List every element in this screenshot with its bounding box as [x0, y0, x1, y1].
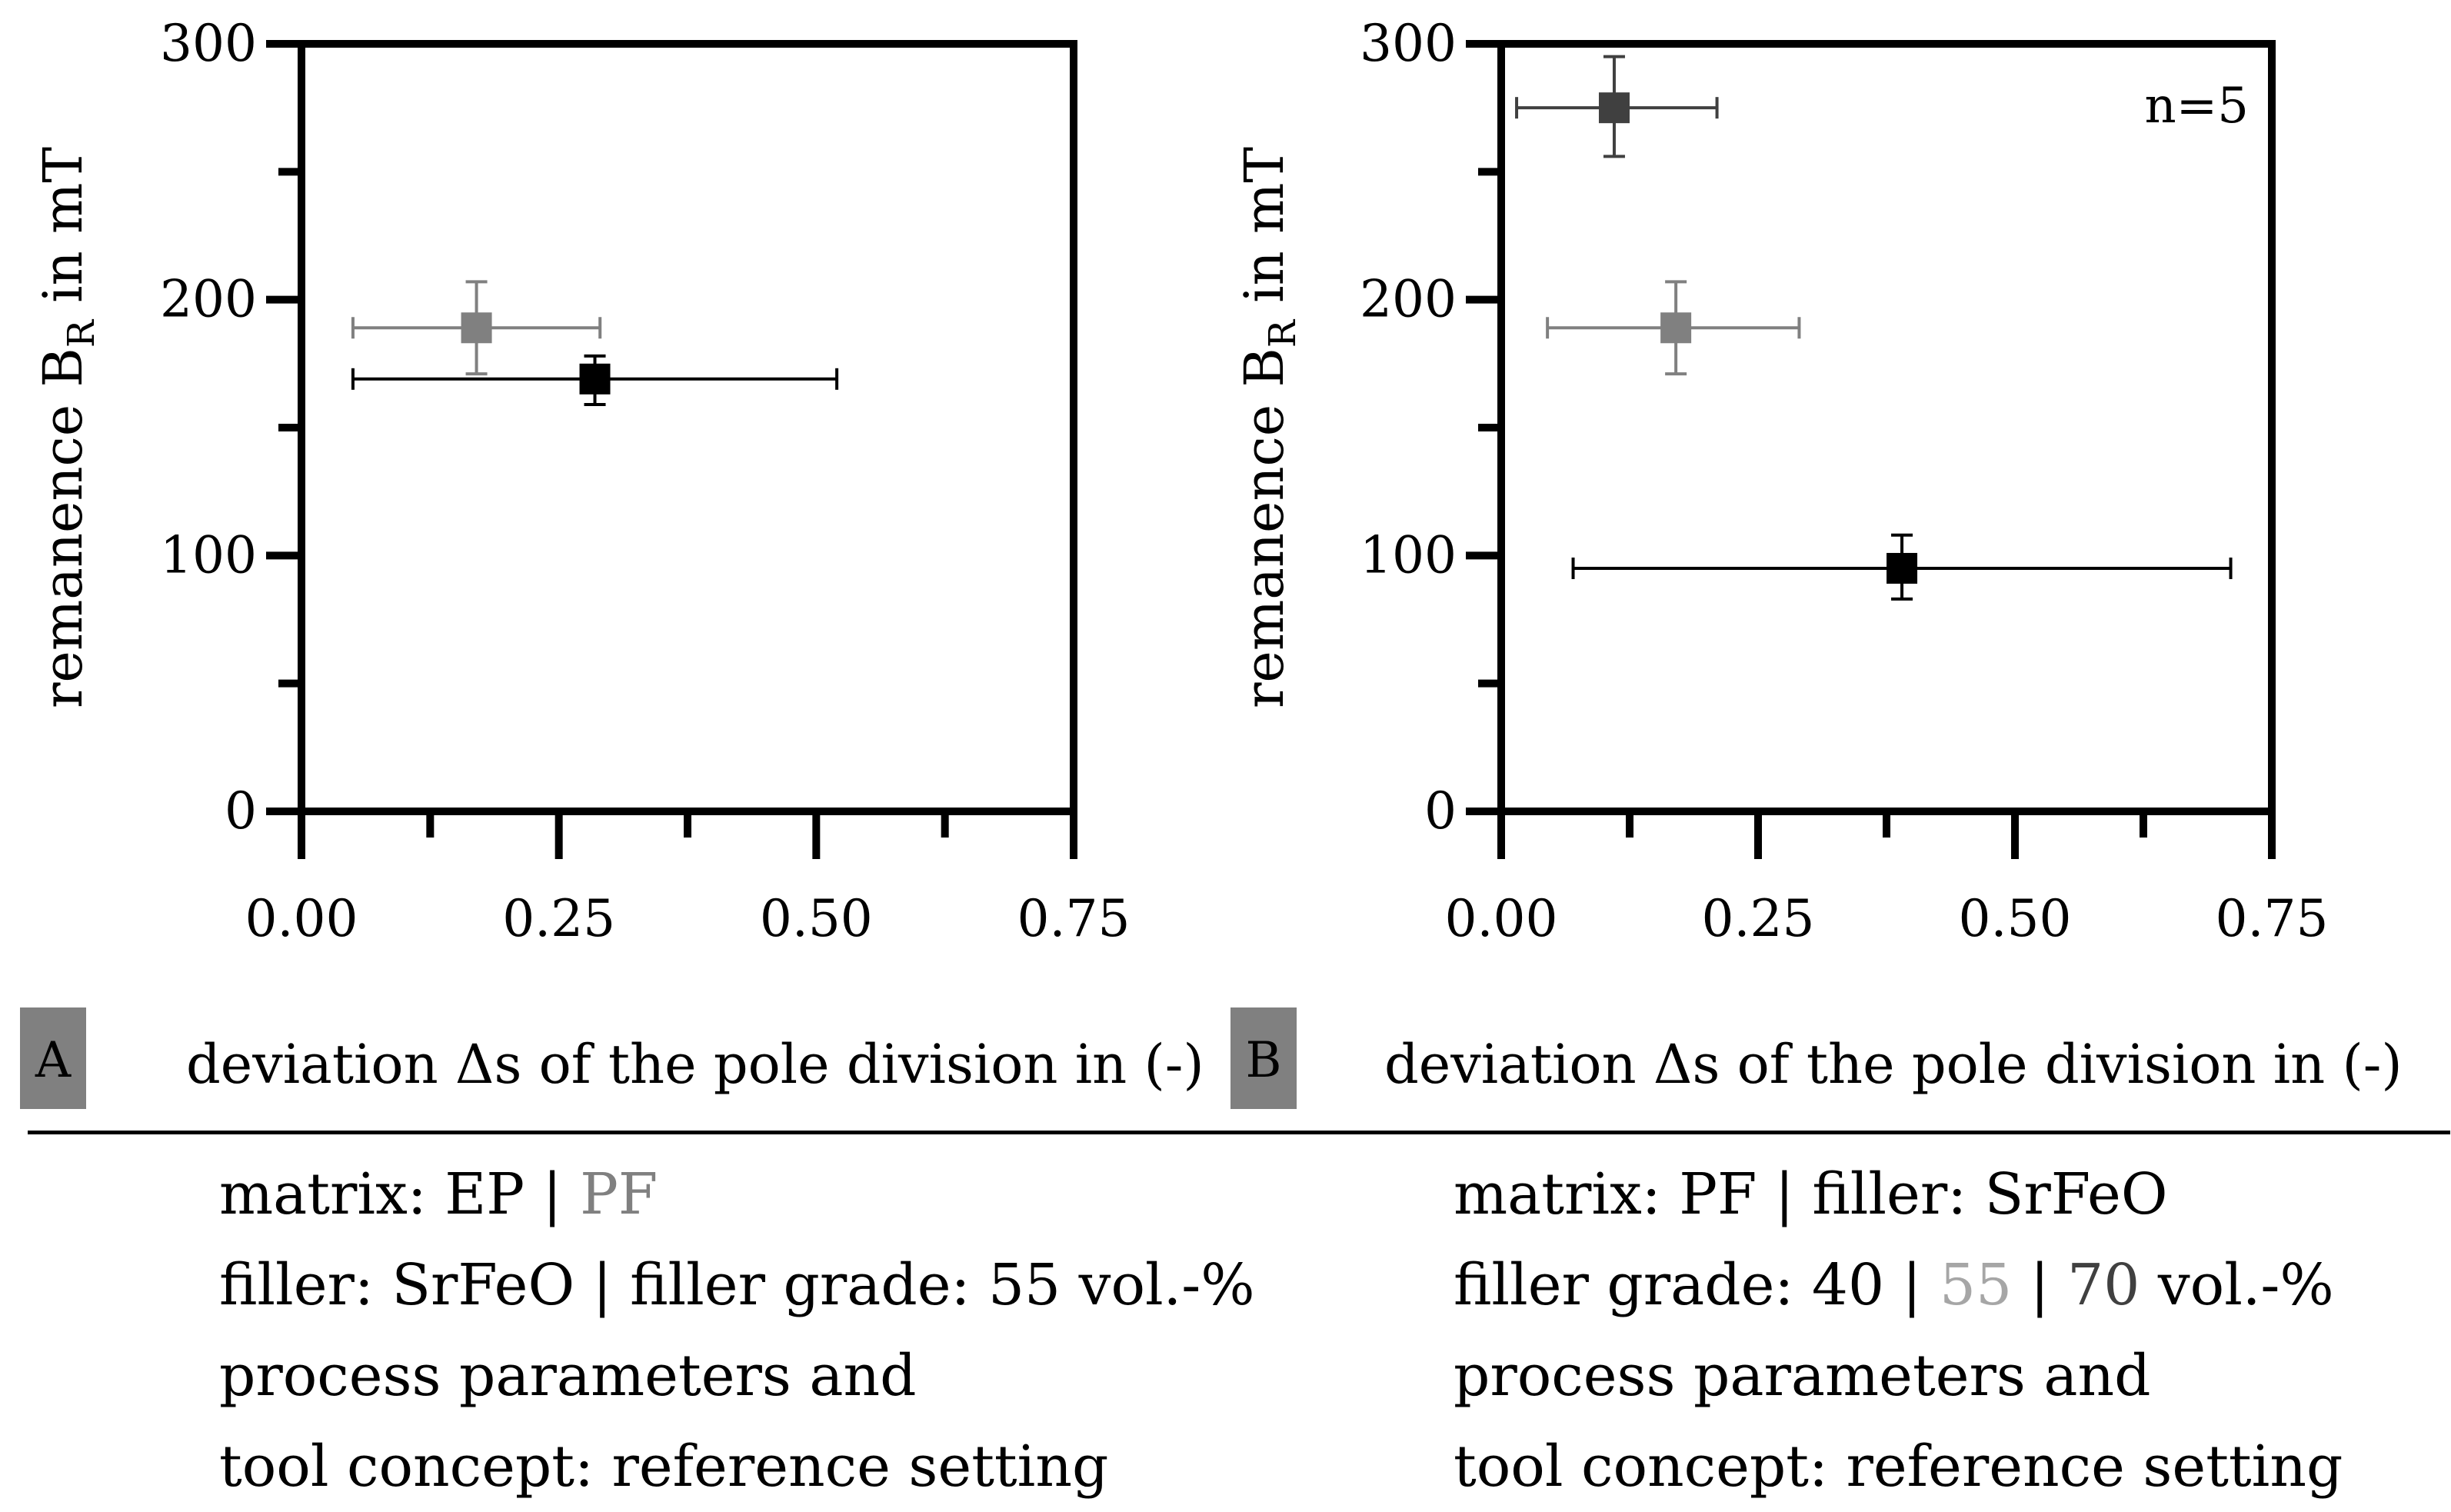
caption-b-line3: process parameters and [1454, 1343, 2151, 1409]
caption-a-matrix-pf: PF [580, 1161, 658, 1227]
panel-b-xtick-label: 0.00 [1445, 889, 1558, 948]
panel-a-ytick-label: 100 [160, 525, 257, 584]
panel-b-xtick-label: 0.25 [1702, 889, 1815, 948]
panel-b-data-point [1598, 92, 1630, 124]
caption-a-line1: matrix: EP | PF [219, 1149, 1255, 1240]
panel-b-chart: 0 100 200 300 0.00 0.25 0.50 0.75 remanence BR i… [1230, 14, 2403, 1109]
panel-a-xtick-label: 0.00 [245, 889, 358, 948]
caption-a-line3: process parameters and [219, 1343, 917, 1409]
caption-b-grade-55: 55 [1940, 1252, 2013, 1318]
panel-a-series-2 [351, 280, 602, 376]
panel-b-data-point [1660, 312, 1692, 344]
caption-b-line2: filler grade: 40 | 55 | 70 vol.-% [1454, 1240, 2343, 1330]
caption-a-separator: | [525, 1161, 581, 1227]
panel-b-ytick-label: 300 [1360, 14, 1457, 73]
panel-a-xtick-label: 0.25 [502, 889, 615, 948]
caption-b-separator-2: | [2012, 1252, 2068, 1318]
panel-a-ylabel-unit: in mT [32, 147, 95, 320]
caption-b-line4: tool concept: reference setting [1454, 1434, 2343, 1500]
caption-b-grade-70: 70 [2067, 1252, 2140, 1318]
panel-a-ylabel-subscript: R [60, 318, 103, 348]
panel-b-ylabel: remanence BR in mT [1233, 147, 1304, 708]
panel-b-letter-box [1230, 1007, 1297, 1109]
panel-b-series-3 [1515, 55, 1719, 158]
panel-b-xtick-label: 0.50 [1959, 889, 2072, 948]
panel-b-xtick-label: 0.75 [2216, 889, 2329, 948]
panel-a-ylabel: remanence BR in mT [32, 147, 103, 708]
panel-b-letter: B [1245, 1032, 1281, 1089]
panel-a-letter-box [20, 1007, 86, 1109]
caption-a-line2: filler: SrFeO | filler grade: 55 vol.-% [219, 1252, 1255, 1318]
caption-panel-b: matrix: PF | filler: SrFeO filler grade:… [1454, 1149, 2343, 1512]
caption-divider [28, 1131, 2450, 1134]
panel-a-letter: A [35, 1032, 72, 1089]
panel-b-ytick-label: 0 [1424, 781, 1457, 841]
panel-b-ylabel-subscript: R [1261, 318, 1304, 348]
caption-a-matrix: matrix: EP [219, 1161, 525, 1227]
panel-a-xtick-label: 0.50 [760, 889, 873, 948]
panel-a-series-1 [351, 354, 839, 407]
panel-a-ytick-label: 0 [225, 781, 257, 841]
panel-a-ytick-label: 300 [160, 14, 257, 73]
panel-b-ytick-label: 200 [1360, 270, 1457, 329]
caption-b-separator-1: | [1884, 1252, 1940, 1318]
panel-b-ytick-label: 100 [1360, 525, 1457, 584]
panel-a-data-point [461, 312, 492, 344]
panel-b-plot-frame [1497, 40, 2276, 815]
panel-b-xlabel: deviation Δs of the pole division in (-) [1384, 1033, 2403, 1096]
panel-b-data-point [1887, 552, 1918, 584]
caption-panel-a: matrix: EP | PF filler: SrFeO | filler g… [219, 1149, 1255, 1512]
caption-b-line1: matrix: PF | filler: SrFeO [1454, 1161, 2168, 1227]
panel-b-ylabel-main: remanence B [1233, 348, 1296, 708]
panel-b-annotation: n=5 [2144, 78, 2249, 135]
panel-a-data-point [579, 363, 611, 395]
panel-b-series-1 [1571, 533, 2233, 601]
panel-a-ytick-label: 200 [160, 270, 257, 329]
caption-b-grade-unit: vol.-% [2140, 1252, 2334, 1318]
panel-a-xtick-label: 0.75 [1017, 889, 1131, 948]
caption-b-grade-40: filler grade: 40 [1454, 1252, 1885, 1318]
panel-b-series-2 [1546, 280, 1801, 376]
panel-a-plot-frame [298, 40, 1077, 815]
panel-b-ylabel-unit: in mT [1233, 147, 1296, 320]
panel-a-xlabel: deviation Δs of the pole division in (-) [186, 1033, 1204, 1096]
caption-a-line4: tool concept: reference setting [219, 1434, 1109, 1500]
panel-a-chart: 0 100 200 300 0.00 0.25 0.50 0.75 remanence BR i… [20, 14, 1204, 1109]
panel-a-ylabel-main: remanence B [32, 348, 95, 708]
